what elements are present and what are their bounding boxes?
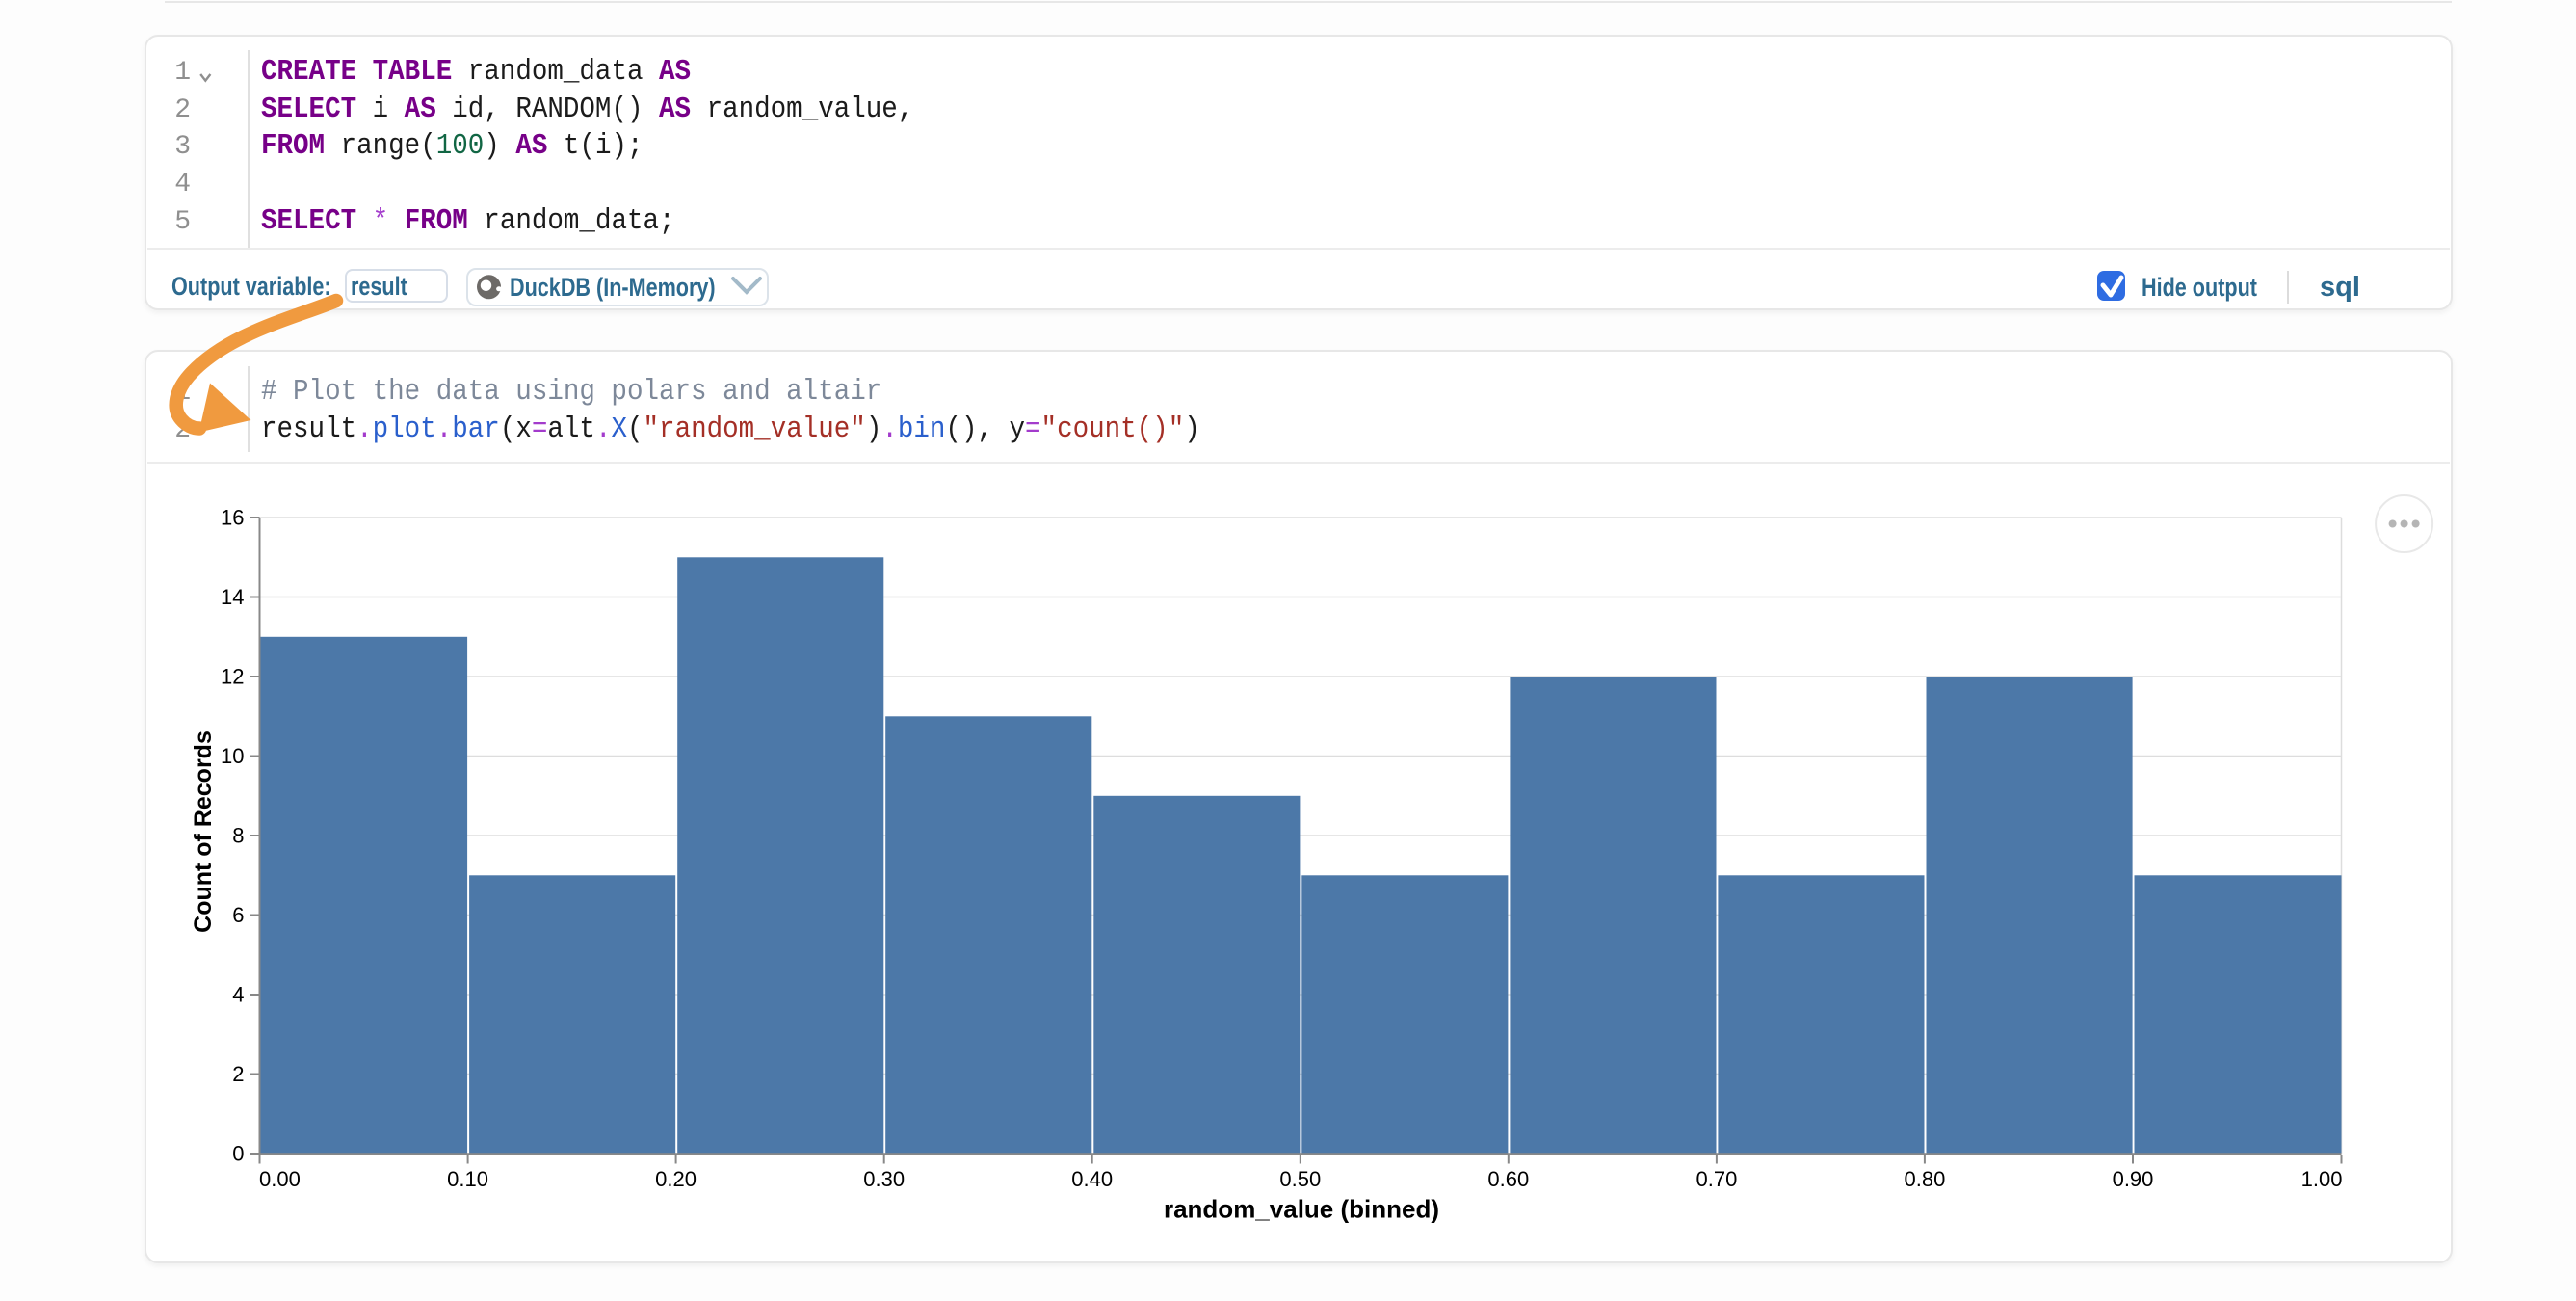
svg-text:0.70: 0.70: [1695, 1167, 1737, 1191]
svg-text:8: 8: [232, 824, 244, 848]
svg-text:16: 16: [221, 506, 244, 530]
svg-text:0.30: 0.30: [863, 1167, 905, 1191]
svg-text:Count of Records: Count of Records: [190, 730, 217, 933]
svg-text:1.00: 1.00: [2301, 1167, 2343, 1191]
svg-text:0.50: 0.50: [1279, 1167, 1321, 1191]
svg-text:random_value (binned): random_value (binned): [1164, 1195, 1439, 1224]
svg-text:12: 12: [221, 665, 244, 689]
svg-text:0.00: 0.00: [259, 1167, 301, 1191]
svg-text:0.60: 0.60: [1487, 1167, 1529, 1191]
svg-text:0: 0: [232, 1142, 244, 1166]
svg-text:0.40: 0.40: [1071, 1167, 1113, 1191]
svg-text:0.90: 0.90: [2113, 1167, 2154, 1191]
svg-text:0.80: 0.80: [1904, 1167, 1945, 1191]
svg-text:6: 6: [232, 903, 244, 927]
svg-text:0.10: 0.10: [447, 1167, 488, 1191]
svg-text:0.20: 0.20: [655, 1167, 697, 1191]
svg-text:10: 10: [221, 744, 244, 768]
svg-text:4: 4: [232, 983, 244, 1007]
svg-text:2: 2: [232, 1062, 244, 1086]
svg-text:14: 14: [221, 585, 244, 609]
